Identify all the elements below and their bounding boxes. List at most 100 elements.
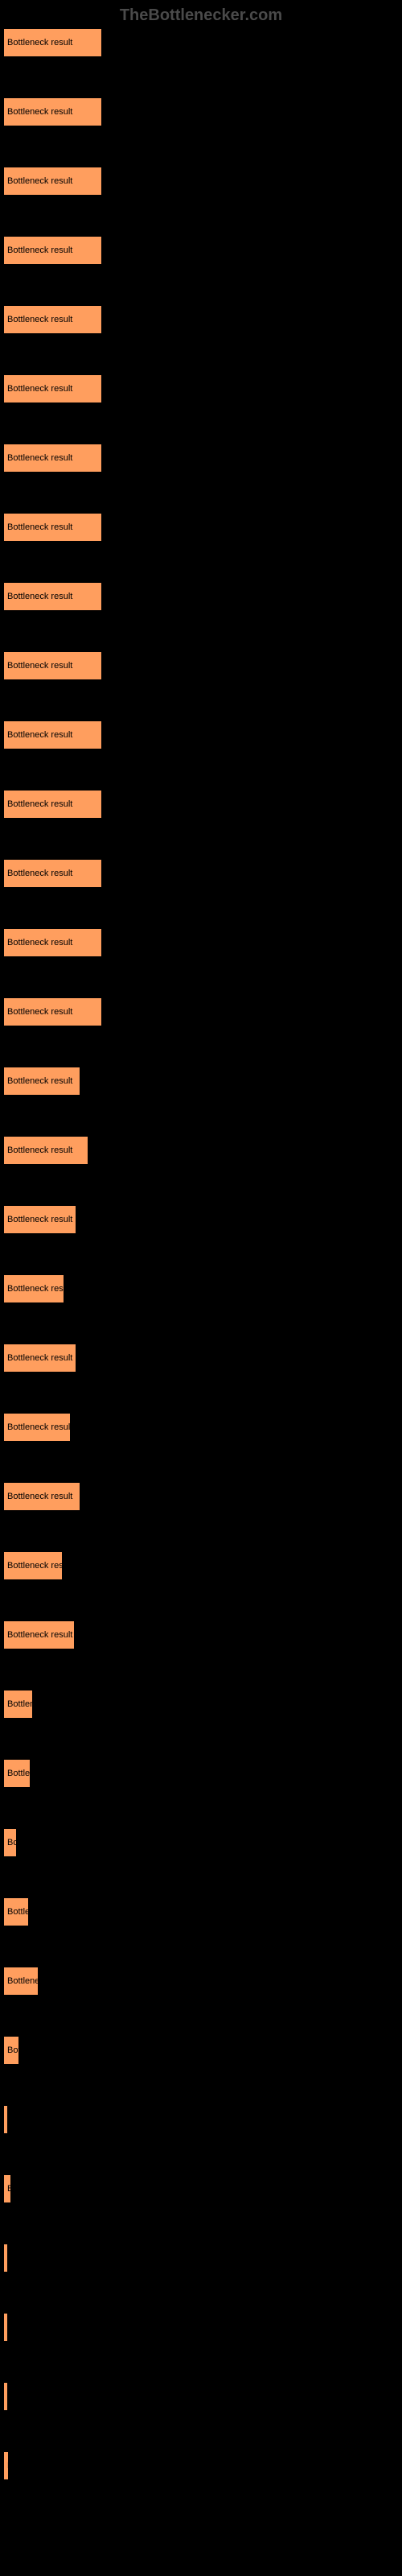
bar: Bottleneck result: [3, 720, 102, 749]
bar-label: Bottleneck result: [7, 2461, 9, 2471]
bar: Bottleneck result: [3, 1759, 31, 1788]
bar-label: Bottleneck result: [7, 2184, 11, 2194]
bar-row: Bottleneck result: [3, 1897, 399, 1926]
bar-row: Bottleneck result: [3, 1274, 399, 1303]
bar-chart: Bottleneck result Bottleneck result Bottle…: [0, 28, 402, 2537]
bar: Bottleneck result: [3, 2313, 8, 2342]
bar-row: Bottleneck result: [3, 2313, 399, 2342]
bar-label: Bottleneck result: [7, 1769, 31, 1778]
bar-row: Bottleneck result: [3, 1828, 399, 1857]
bar-row: Bottleneck result: [3, 2382, 399, 2411]
bar: Bottleneck result: [3, 1690, 33, 1719]
bar-label: Bottleneck result: [7, 938, 72, 947]
bar-label: Bottleneck result: [7, 869, 72, 878]
bar-row: Bottleneck result: [3, 2174, 399, 2203]
bar: Bottleneck result: [3, 651, 102, 680]
bar-label: Bottleneck result: [7, 1561, 63, 1571]
bar: Bottleneck result: [3, 1413, 71, 1442]
bar: Bottleneck result: [3, 2451, 9, 2480]
bar-row: Bottleneck result: [3, 2244, 399, 2273]
bar-row: Bottleneck result: [3, 582, 399, 611]
bar-label: Bottleneck result: [7, 799, 72, 809]
bar: Bottleneck result: [3, 790, 102, 819]
bar-row: Bottleneck result: [3, 790, 399, 819]
bar-label: Bottleneck result: [7, 2253, 8, 2263]
bar-row: Bottleneck result: [3, 1413, 399, 1442]
bar-label: Bottleneck result: [7, 1492, 72, 1501]
bar-label: Bottleneck result: [7, 1146, 72, 1155]
bar-label: Bottleneck result: [7, 246, 72, 255]
bar: Bottleneck result: [3, 1482, 80, 1511]
bar: Bottleneck result: [3, 374, 102, 403]
bar-label: Bottleneck result: [7, 1007, 72, 1017]
bar: Bottleneck result: [3, 167, 102, 196]
bar-row: Bottleneck result: [3, 1551, 399, 1580]
bar-label: Bottleneck result: [7, 2046, 19, 2055]
bar-label: Bottleneck result: [7, 1353, 72, 1363]
bar-label: Bottleneck result: [7, 1076, 72, 1086]
bar-row: Bottleneck result: [3, 1136, 399, 1165]
bar-label: Bottleneck result: [7, 1976, 39, 1986]
bar-label: Bottleneck result: [7, 315, 72, 324]
bar-row: Bottleneck result: [3, 28, 399, 57]
bar-label: Bottleneck result: [7, 1630, 72, 1640]
bar-row: Bottleneck result: [3, 651, 399, 680]
bar-label: Bottleneck result: [7, 661, 72, 671]
bar-row: Bottleneck result: [3, 1620, 399, 1649]
bar-label: Bottleneck result: [7, 38, 72, 47]
bar: Bottleneck result: [3, 305, 102, 334]
bar: Bottleneck result: [3, 1620, 75, 1649]
bar: Bottleneck result: [3, 236, 102, 265]
bar: Bottleneck result: [3, 1067, 80, 1096]
bar-row: Bottleneck result: [3, 2451, 399, 2480]
watermark-text: TheBottlenecker.com: [0, 0, 402, 28]
bar-label: Bottleneck result: [7, 1838, 17, 1847]
bar-row: Bottleneck result: [3, 1067, 399, 1096]
bar: Bottleneck result: [3, 1205, 76, 1234]
bar-label: Bottleneck result: [7, 2322, 8, 2332]
bar: Bottleneck result: [3, 928, 102, 957]
bar: Bottleneck result: [3, 28, 102, 57]
bar-row: Bottleneck result: [3, 997, 399, 1026]
bar-row: Bottleneck result: [3, 97, 399, 126]
bar-row: Bottleneck result: [3, 236, 399, 265]
bar-label: Bottleneck result: [7, 1215, 72, 1224]
bar: Bottleneck result: [3, 97, 102, 126]
bar: Bottleneck result: [3, 1344, 76, 1373]
bar-row: Bottleneck result: [3, 374, 399, 403]
bar: Bottleneck result: [3, 1551, 63, 1580]
bar-label: Bottleneck result: [7, 1699, 33, 1709]
bar-label: Bottleneck result: [7, 384, 72, 394]
bar: Bottleneck result: [3, 1897, 29, 1926]
bar: Bottleneck result: [3, 444, 102, 473]
bar-row: Bottleneck result: [3, 1482, 399, 1511]
bar: Bottleneck result: [3, 513, 102, 542]
bar: Bottleneck result: [3, 2382, 8, 2411]
bar: Bottleneck result: [3, 582, 102, 611]
bar-label: Bottleneck result: [7, 730, 72, 740]
bar-row: Bottleneck result: [3, 305, 399, 334]
bar: Bottleneck result: [3, 2105, 8, 2134]
bar-row: Bottleneck result: [3, 167, 399, 196]
bar-row: Bottleneck result: [3, 2036, 399, 2065]
bar: Bottleneck result: [3, 1967, 39, 1996]
bar-row: Bottleneck result: [3, 859, 399, 888]
bar-row: Bottleneck result: [3, 720, 399, 749]
bar: Bottleneck result: [3, 2174, 11, 2203]
bar-row: Bottleneck result: [3, 2105, 399, 2134]
bar-row: Bottleneck result: [3, 928, 399, 957]
bar-label: Bottleneck result: [7, 107, 72, 117]
bar-row: Bottleneck result: [3, 1967, 399, 1996]
bar-row: Bottleneck result: [3, 1759, 399, 1788]
bar: Bottleneck result: [3, 1136, 88, 1165]
bar-label: Bottleneck result: [7, 2392, 8, 2401]
bar: Bottleneck result: [3, 2036, 19, 2065]
bar-label: Bottleneck result: [7, 592, 72, 601]
bar-label: Bottleneck result: [7, 176, 72, 186]
bar-label: Bottleneck result: [7, 522, 72, 532]
bar-row: Bottleneck result: [3, 1344, 399, 1373]
bar-label: Bottleneck result: [7, 1284, 64, 1294]
bar-label: Bottleneck result: [7, 453, 72, 463]
bar-row: Bottleneck result: [3, 513, 399, 542]
bar-row: Bottleneck result: [3, 1690, 399, 1719]
